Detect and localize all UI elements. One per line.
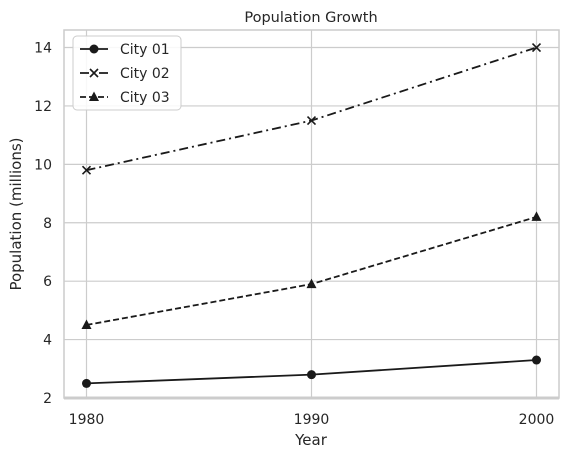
legend-marker: [89, 44, 99, 54]
y-tick-label: 12: [34, 99, 52, 115]
tick-labels: 1980 1990 2000 2 4 6 8 10 12 14: [34, 41, 554, 428]
data-point-marker: [81, 319, 92, 329]
data-point-marker: [306, 278, 317, 289]
x-tick-label: 1990: [294, 412, 330, 428]
y-tick-label: 2: [43, 391, 52, 407]
legend: City 01 City 02 City 03: [72, 35, 182, 111]
x-axis-label: Year: [294, 431, 328, 449]
data-point-marker: [531, 42, 542, 53]
data-point-marker: [532, 355, 541, 365]
data-point-marker: [82, 378, 91, 388]
series-group: [81, 42, 542, 388]
legend-label: City 03: [120, 90, 170, 106]
data-point-marker: [81, 165, 92, 175]
legend-box: [72, 35, 182, 111]
y-tick-label: 4: [43, 333, 52, 349]
y-tick-label: 6: [43, 274, 52, 290]
legend-marker: [89, 91, 99, 101]
y-tick-label: 8: [43, 216, 52, 232]
x-tick-label: 2000: [519, 412, 555, 428]
data-point-marker: [307, 370, 316, 380]
y-tick-label: 14: [34, 41, 52, 57]
y-tick-label: 10: [34, 157, 52, 173]
data-point-marker: [306, 115, 317, 126]
x-tick-label: 1980: [69, 412, 105, 428]
y-axis-label: Population (millions): [7, 137, 25, 290]
legend-label: City 01: [120, 42, 170, 58]
legend-marker: [89, 68, 99, 78]
legend-label: City 02: [120, 66, 170, 82]
data-point-marker: [531, 211, 542, 221]
chart-title: Population Growth: [244, 10, 377, 26]
